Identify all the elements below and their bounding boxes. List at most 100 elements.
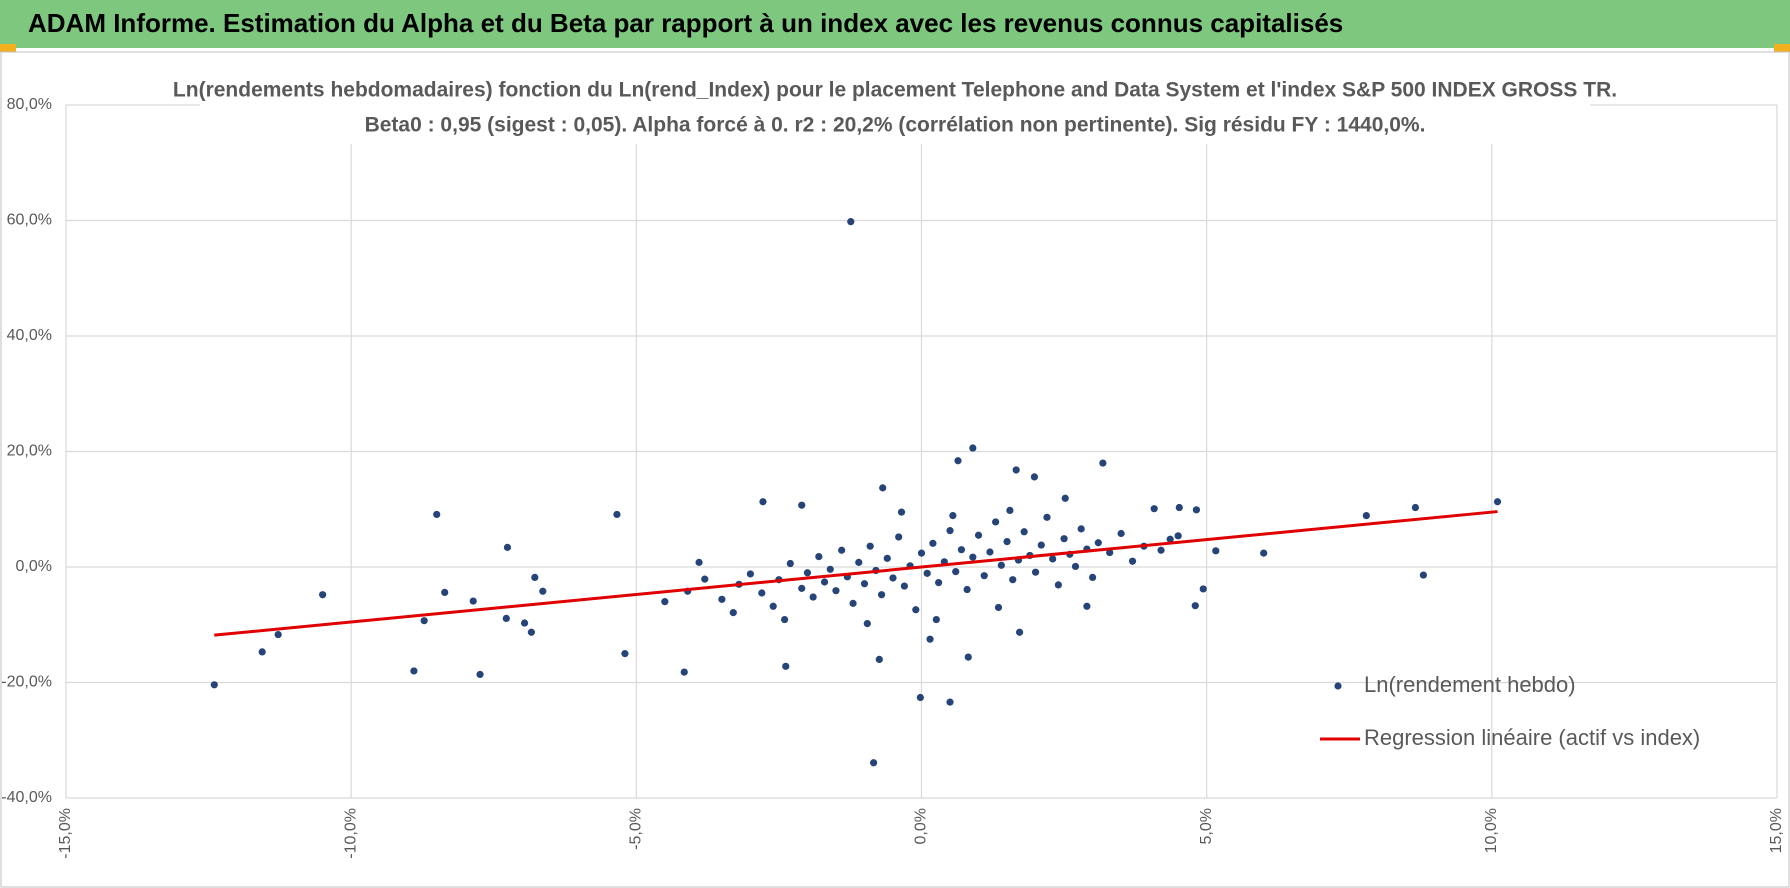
scatter-point	[420, 617, 428, 625]
scatter-point	[964, 653, 972, 661]
scatter-point	[503, 543, 512, 551]
scatter-point	[969, 553, 977, 561]
scatter-point	[1061, 494, 1069, 502]
scatter-point	[661, 598, 669, 606]
scatter-point	[855, 558, 863, 566]
scatter-point	[1419, 571, 1427, 579]
scatter-point	[952, 568, 960, 576]
scatter-point	[875, 655, 883, 664]
x-tick-label: 5,0%	[1198, 808, 1215, 844]
legend-label: Ln(rendement hebdo)	[1364, 672, 1576, 697]
scatter-point	[849, 599, 857, 607]
scatter-point	[502, 614, 510, 622]
scatter-point	[1060, 535, 1068, 543]
scatter-point	[932, 615, 940, 624]
corner-mark	[1774, 44, 1790, 52]
scatter-point	[1030, 473, 1039, 481]
scatter-point	[803, 569, 812, 577]
x-tick-label: -5,0%	[628, 808, 645, 850]
scatter-point	[912, 606, 920, 614]
scatter-point	[815, 553, 823, 561]
y-tick-label: 40,0%	[7, 327, 52, 344]
scatter-point	[613, 510, 621, 519]
scatter-point	[531, 573, 539, 581]
scatter-point	[1054, 581, 1062, 589]
scatter-point	[1020, 528, 1028, 536]
scatter-point	[1117, 529, 1125, 538]
scatter-point	[946, 698, 954, 706]
scatter-point	[210, 681, 218, 689]
scatter-point	[1106, 548, 1114, 557]
scatter-point	[957, 546, 966, 554]
scatter-point	[701, 575, 709, 583]
y-tick-label: 20,0%	[7, 443, 52, 460]
scatter-point	[274, 630, 282, 639]
scatter-point	[969, 444, 977, 452]
x-tick-label: 15,0%	[1768, 808, 1785, 853]
scatter-point	[869, 759, 878, 767]
scatter-point	[441, 588, 449, 597]
regression-line	[214, 510, 1498, 637]
scatter-point	[997, 561, 1005, 569]
scatter-point	[1003, 537, 1011, 546]
scatter-point	[469, 597, 477, 605]
header-band	[0, 0, 1790, 48]
scatter-point	[1031, 568, 1040, 576]
scatter-point	[433, 510, 441, 519]
x-tick-label: 10,0%	[1483, 808, 1500, 853]
scatter-point	[1150, 505, 1158, 513]
scatter-point	[866, 542, 874, 550]
scatter-point	[1094, 539, 1102, 547]
scatter-point	[1012, 466, 1020, 474]
scatter-point	[1175, 503, 1183, 512]
header-title: ADAM Informe. Estimation du Alpha et du …	[28, 8, 1343, 38]
scatter-point	[798, 584, 806, 592]
legend-label: Regression linéaire (actif vs index)	[1364, 725, 1700, 750]
scatter-point	[746, 570, 755, 578]
scatter-point	[1077, 525, 1085, 533]
scatter-point	[718, 595, 726, 603]
scatter-point	[1191, 602, 1199, 610]
scatter-point	[826, 565, 834, 573]
scatter-point	[410, 667, 418, 675]
scatter-point	[1157, 546, 1165, 554]
scatter-point	[1174, 532, 1182, 540]
scatter-point	[847, 218, 855, 226]
scatter-point	[1192, 506, 1201, 514]
x-tick-label: -15,0%	[57, 808, 74, 859]
scatter-point	[1166, 535, 1174, 543]
scatter-point	[820, 578, 829, 586]
scatter-point	[963, 585, 971, 594]
scatter-point	[1089, 573, 1097, 581]
scatter-point	[319, 591, 327, 599]
scatter-point	[949, 512, 957, 520]
scatter-point	[1212, 547, 1220, 555]
scatter-point	[476, 670, 484, 679]
scatter-point	[1037, 541, 1045, 549]
scatter-point	[916, 693, 924, 702]
scatter-point	[1083, 602, 1091, 610]
scatter-point	[917, 549, 926, 557]
scatter-point	[860, 580, 869, 588]
scatter-point	[926, 635, 934, 643]
scatter-point	[877, 591, 886, 599]
y-tick-label: 60,0%	[7, 212, 52, 229]
scatter-point	[527, 628, 535, 636]
y-tick-label: -40,0%	[1, 789, 52, 806]
scatter-point	[1015, 628, 1024, 636]
scatter-point	[954, 457, 962, 465]
title-background	[200, 76, 1590, 144]
scatter-point	[769, 602, 777, 610]
scatter-point	[900, 582, 908, 590]
scatter-point	[980, 572, 988, 580]
chart-frame	[0, 51, 1790, 888]
scatter-point	[1493, 498, 1502, 506]
y-tick-label: -20,0%	[1, 674, 52, 691]
scatter-point	[895, 533, 903, 541]
scatter-point	[782, 662, 790, 670]
chart-title: Ln(rendements hebdomadaires) fonction du…	[173, 79, 1617, 102]
scatter-point	[809, 593, 817, 601]
scatter-point	[1043, 513, 1051, 521]
scatter-point	[1411, 503, 1420, 512]
scatter-point	[621, 650, 629, 658]
